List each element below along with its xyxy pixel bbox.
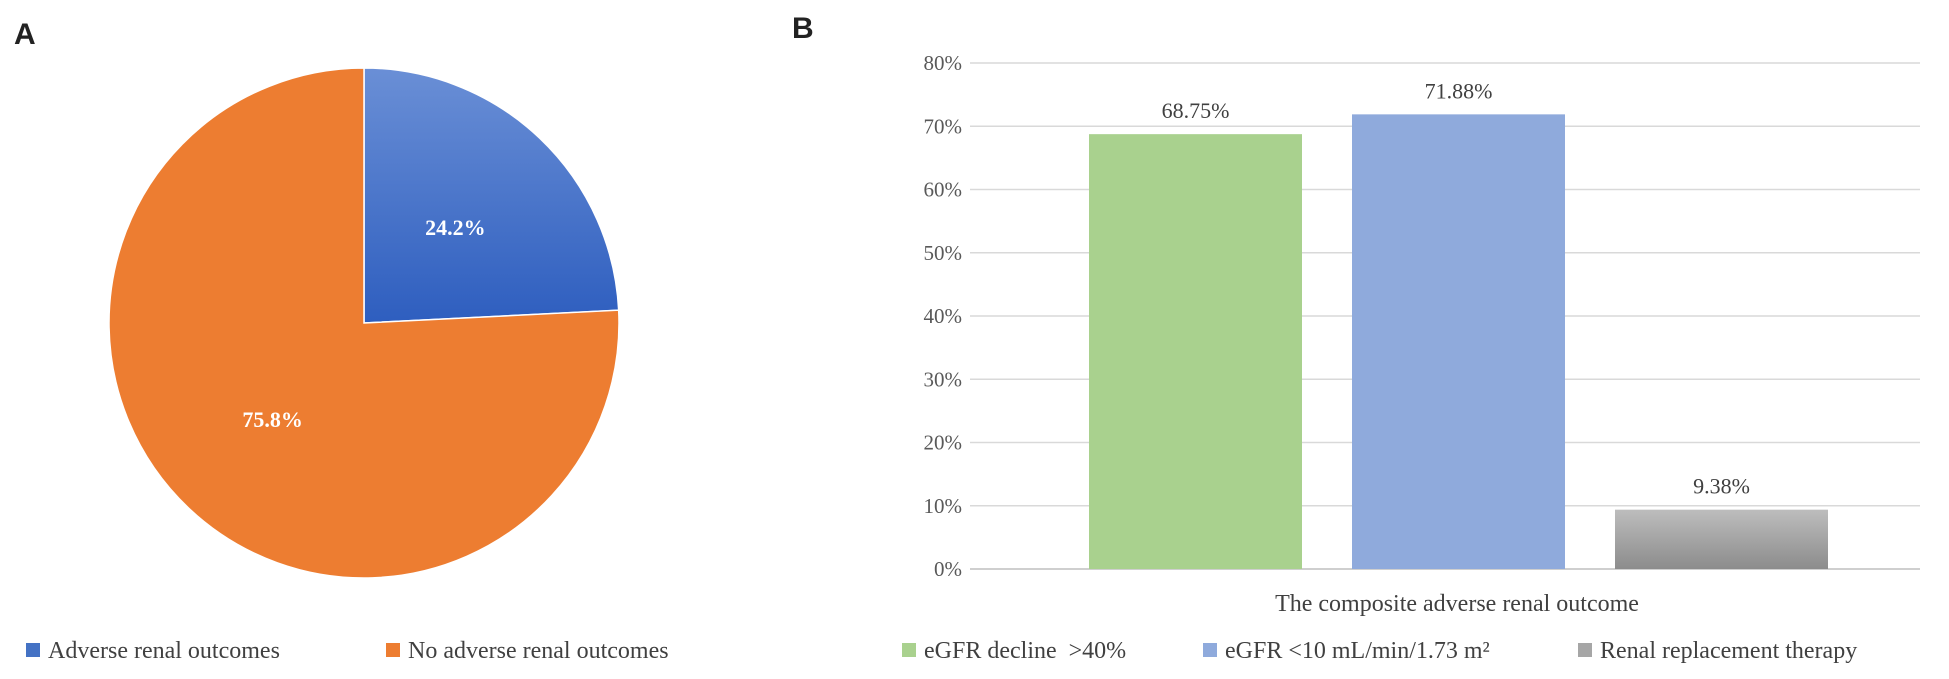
pie-slice-0 <box>363 67 620 324</box>
bar-legend-label-1: eGFR <10 mL/min/1.73 m² <box>1225 638 1490 664</box>
bar-1 <box>1352 114 1565 569</box>
bar-data-label-0: 68.75% <box>1162 98 1230 123</box>
bar-data-label-1: 71.88% <box>1425 78 1493 103</box>
pie-slice-label-1: 75.8% <box>242 407 303 432</box>
y-tick-label-7: 70% <box>924 114 963 138</box>
y-tick-label-5: 50% <box>924 241 963 265</box>
pie-legend-label-0: Adverse renal outcomes <box>48 638 280 664</box>
y-tick-label-1: 10% <box>924 494 963 518</box>
panel-letter-a: A <box>14 18 36 51</box>
y-tick-label-4: 40% <box>924 304 963 328</box>
y-tick-label-3: 30% <box>924 367 963 391</box>
pie-chart: 24.2% 75.8% <box>108 67 620 579</box>
bar-chart: 68.75% 71.88% 9.38% <box>1089 78 1828 569</box>
bar-legend-marker-1 <box>1203 643 1217 657</box>
bar-legend-marker-0 <box>902 643 916 657</box>
bar-x-axis-label: The composite adverse renal outcome <box>1275 591 1639 617</box>
bar-legend-marker-2 <box>1578 643 1592 657</box>
panel-letter-b: B <box>792 12 814 45</box>
bar-data-label-2: 9.38% <box>1693 474 1750 499</box>
y-tick-label-2: 20% <box>924 431 963 455</box>
bar-legend: eGFR decline >40% eGFR <10 mL/min/1.73 m²… <box>902 638 1857 664</box>
pie-slice-1 <box>108 67 620 579</box>
pie-legend-marker-1 <box>386 643 400 657</box>
y-tick-label-8: 80% <box>924 51 963 75</box>
pie-slice-label-0: 24.2% <box>425 215 486 240</box>
bar-2 <box>1615 509 1828 569</box>
bar-y-ticks: 0% 10% 20% 30% 40% 50% 60% 70% 80% <box>924 51 963 581</box>
bar-legend-label-2: Renal replacement therapy <box>1600 638 1857 664</box>
pie-legend: Adverse renal outcomes No adverse renal o… <box>26 638 669 664</box>
bar-0 <box>1089 134 1302 569</box>
bar-legend-label-0: eGFR decline >40% <box>924 638 1126 664</box>
y-tick-label-6: 60% <box>924 178 963 202</box>
y-tick-label-0: 0% <box>934 557 962 581</box>
pie-legend-label-1: No adverse renal outcomes <box>408 638 669 664</box>
pie-legend-marker-0 <box>26 643 40 657</box>
